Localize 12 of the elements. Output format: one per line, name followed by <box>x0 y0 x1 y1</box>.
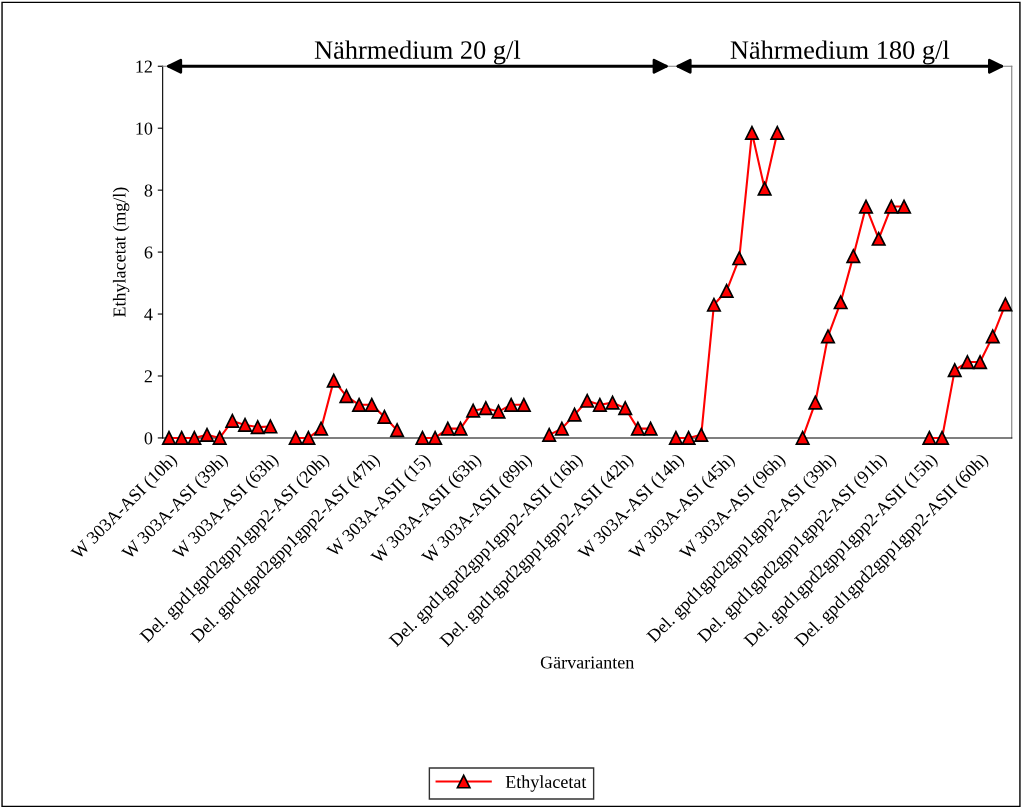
y-tick-label: 6 <box>144 246 153 259</box>
y-tick-label: 4 <box>144 308 153 321</box>
text: Nährmedium 20 g/l <box>314 40 521 65</box>
y-tick-label: 8 <box>144 184 153 197</box>
y-tick-label: 0 <box>144 432 153 445</box>
y-tick-label: 2 <box>144 370 152 383</box>
y-tick-label: 10 <box>136 122 153 135</box>
y-tick-label: 12 <box>136 60 152 73</box>
y-axis-title: Ethylacetat (mg/l) <box>112 187 130 317</box>
legend-label: Ethylacetat <box>505 775 587 792</box>
text: Nährmedium 180 g/l <box>730 40 950 65</box>
x-axis-title: Gärvarianten <box>540 656 635 669</box>
